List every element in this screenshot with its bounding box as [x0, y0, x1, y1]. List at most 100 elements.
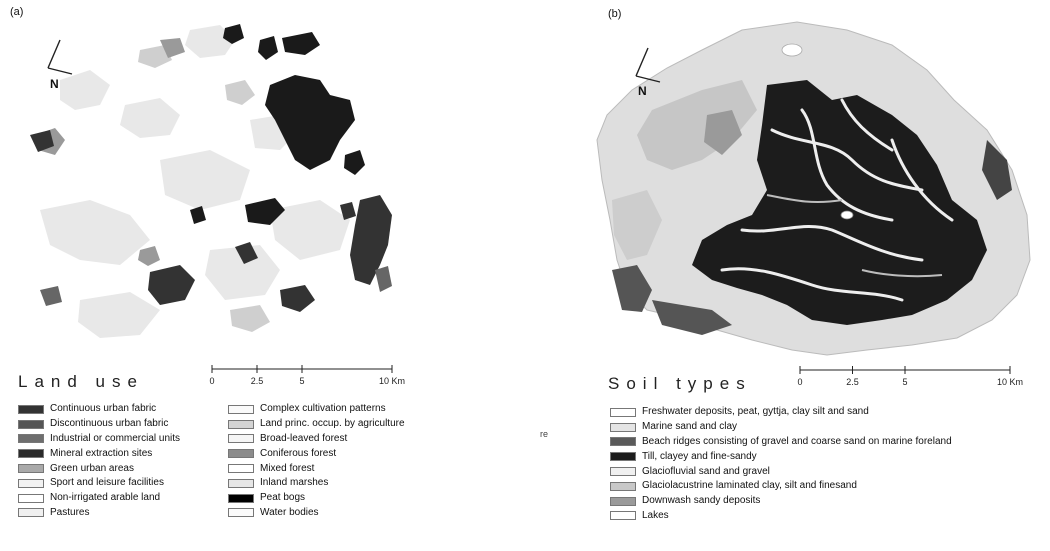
urban-fabric-patch: [148, 265, 195, 305]
north-arrow-icon: [635, 47, 661, 83]
land-use-patch: [138, 45, 172, 68]
legend-swatch: [610, 452, 636, 462]
industrial-patch: [375, 266, 392, 292]
urban-fabric-patch: [340, 202, 356, 220]
scale-tick-label: 5: [299, 376, 304, 386]
legend-label: Lakes: [642, 509, 669, 521]
glaciolacustrine-channel: [766, 194, 843, 204]
glaciofluvial-channel: [770, 128, 924, 192]
peat-bog-patch: [223, 24, 244, 44]
legend-swatch: [228, 493, 254, 503]
land-use-patch: [60, 70, 110, 110]
land-use-patch: [40, 200, 150, 265]
legend-label: Land princ. occup. by agriculture: [260, 418, 405, 430]
scale-tick-label: 10 Km: [997, 377, 1023, 387]
scale-bar-b: 0 2.5 5 10 Km: [797, 366, 1023, 387]
legend-swatch: [18, 449, 44, 459]
soil-patch: [637, 80, 757, 170]
legend-swatch: [18, 493, 44, 503]
land-use-patch: [225, 80, 255, 105]
legend-label: Continuous urban fabric: [50, 403, 157, 415]
scale-tick-label: 0: [209, 376, 214, 386]
legend-label: Coniferous forest: [260, 447, 337, 459]
land-use-patch: [138, 246, 160, 266]
legend-swatch: [610, 467, 636, 477]
legend-swatch: [610, 422, 636, 432]
legend-item: Peat bogs: [228, 491, 405, 506]
legend-swatch: [18, 478, 44, 488]
legend-label: Complex cultivation patterns: [260, 403, 386, 415]
legend-label: Beach ridges consisting of gravel and co…: [642, 435, 952, 447]
legend-item: Glaciolacustrine laminated clay, silt an…: [610, 479, 952, 494]
legend-swatch: [228, 508, 254, 518]
legend-label: Glaciolacustrine laminated clay, silt an…: [642, 480, 857, 492]
land-use-patch: [205, 245, 280, 300]
soil-patch: [612, 190, 662, 260]
land-use-patch: [78, 292, 160, 338]
legend-item: Freshwater deposits, peat, gyttja, clay …: [610, 405, 952, 420]
scale-tick-label: 0: [797, 377, 802, 387]
legend-item: Complex cultivation patterns: [228, 402, 405, 417]
legend-item: Industrial or commercial units: [18, 432, 180, 447]
legend-item: Non-irrigated arable land: [18, 491, 180, 506]
legend-label: Peat bogs: [260, 492, 306, 504]
land-use-patch: [120, 98, 180, 138]
peat-bog-patch: [344, 150, 365, 175]
legend-item: Discontinuous urban fabric: [18, 417, 180, 432]
legend-item: Coniferous forest: [228, 446, 405, 461]
legend-item: Mixed forest: [228, 461, 405, 476]
north-label-b: N: [638, 84, 647, 98]
legend-item: Pastures: [18, 506, 180, 521]
till-soil-area: [692, 80, 987, 325]
legend-item: Broad-leaved forest: [228, 432, 405, 447]
soil-patch: [704, 110, 742, 155]
legend-label: Pastures: [50, 506, 90, 518]
land-use-patch: [185, 25, 235, 58]
land-use-patch: [270, 200, 350, 260]
legend-label: Glaciofluvial sand and gravel: [642, 465, 770, 477]
land-use-patch: [160, 38, 185, 58]
land-use-patch: [160, 150, 250, 210]
legend-item: Till, clayey and fine-sandy: [610, 449, 952, 464]
urban-fabric-patch: [350, 195, 392, 285]
stray-text: re: [540, 429, 549, 439]
lake: [840, 210, 854, 220]
glaciofluvial-channel: [840, 98, 894, 152]
soil-types-map: [596, 21, 1031, 356]
legend-item: Sport and leisure facilities: [18, 476, 180, 491]
scale-tick-label: 2.5: [846, 377, 859, 387]
legend-label: Green urban areas: [50, 462, 134, 474]
legend-item: Glaciofluvial sand and gravel: [610, 464, 952, 479]
land-use-legend-left: Continuous urban fabric Discontinuous urb…: [18, 402, 180, 520]
land-use-legend-right: Complex cultivation patterns Land princ. …: [228, 402, 405, 520]
legend-item: Continuous urban fabric: [18, 402, 180, 417]
legend-swatch: [228, 449, 254, 459]
legend-label: Industrial or commercial units: [50, 432, 181, 444]
scale-tick-label: 5: [902, 377, 907, 387]
peat-bog-patch: [245, 198, 285, 225]
peat-bog-patch: [190, 206, 206, 224]
panel-b-label: (b): [608, 8, 622, 20]
peat-bog-patch: [265, 75, 355, 170]
legend-label: Mineral extraction sites: [50, 447, 153, 459]
legend-label: Sport and leisure facilities: [50, 477, 164, 489]
glaciofluvial-channel: [740, 225, 924, 262]
soil-patch: [612, 265, 652, 312]
legend-swatch: [18, 419, 44, 429]
legend-item: Water bodies: [228, 506, 405, 521]
soil-types-title: Soil types: [608, 374, 752, 393]
legend-label: Non-irrigated arable land: [50, 492, 161, 504]
legend-swatch: [610, 407, 636, 417]
legend-item: Green urban areas: [18, 461, 180, 476]
legend-label: Freshwater deposits, peat, gyttja, clay …: [642, 406, 869, 418]
legend-item: Beach ridges consisting of gravel and co…: [610, 435, 952, 450]
legend-swatch: [18, 464, 44, 474]
legend-item: Land princ. occup. by agriculture: [228, 417, 405, 432]
glaciofluvial-channel: [800, 108, 894, 222]
legend-swatch: [228, 478, 254, 488]
land-use-map: [30, 24, 392, 338]
legend-label: Discontinuous urban fabric: [50, 418, 169, 430]
legend-label: Water bodies: [260, 506, 319, 518]
legend-swatch: [18, 404, 44, 414]
north-label-a: N: [50, 77, 59, 91]
